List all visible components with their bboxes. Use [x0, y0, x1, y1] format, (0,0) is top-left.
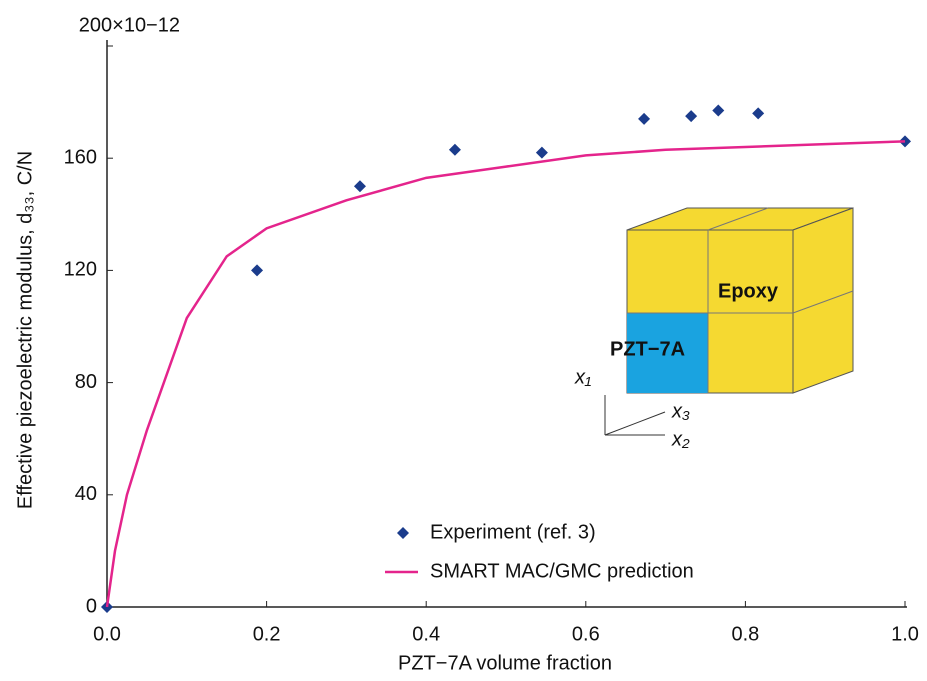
annotation: x₂ [671, 428, 690, 450]
x-tick-label: 1.0 [891, 623, 919, 645]
y-tick-label: 160 [64, 146, 97, 168]
annotation: PZT−7A [610, 338, 685, 360]
y-tick-label: 80 [75, 371, 97, 393]
data-point [353, 180, 366, 193]
data-line [105, 140, 906, 608]
annotation: x₃ [671, 400, 690, 422]
y-tick-label: 120 [64, 259, 97, 281]
x-tick-label: 0.0 [93, 623, 121, 645]
data-point [638, 112, 651, 125]
x-axis-title: PZT−7A volume fraction [398, 652, 612, 674]
annotation: Epoxy [718, 280, 779, 302]
inset-diagram: Epoxy PZT−7A x₁ x₃ x₂ [574, 207, 854, 450]
data-point [752, 107, 765, 120]
legend-marker [397, 527, 409, 539]
annotation: x₁ [574, 366, 591, 388]
data-point [712, 104, 725, 117]
y-tick-label: 200×10−12 [79, 14, 180, 36]
data-point [685, 110, 698, 123]
data-point [448, 143, 461, 156]
x-tick-label: 0.8 [731, 623, 759, 645]
y-axis-title: Effective piezoelectric modulus, d₃₃, C/… [14, 151, 36, 509]
legend-label: SMART MAC/GMC prediction [430, 560, 694, 582]
x-tick-label: 0.4 [412, 623, 440, 645]
y-tick-label: 40 [75, 483, 97, 505]
y-tick-label: 0 [86, 595, 97, 617]
x-tick-label: 0.6 [572, 623, 600, 645]
data-point [535, 146, 548, 159]
x-tick-label: 0.2 [253, 623, 281, 645]
data-point [251, 264, 264, 277]
legend-label: Experiment (ref. 3) [430, 521, 596, 543]
